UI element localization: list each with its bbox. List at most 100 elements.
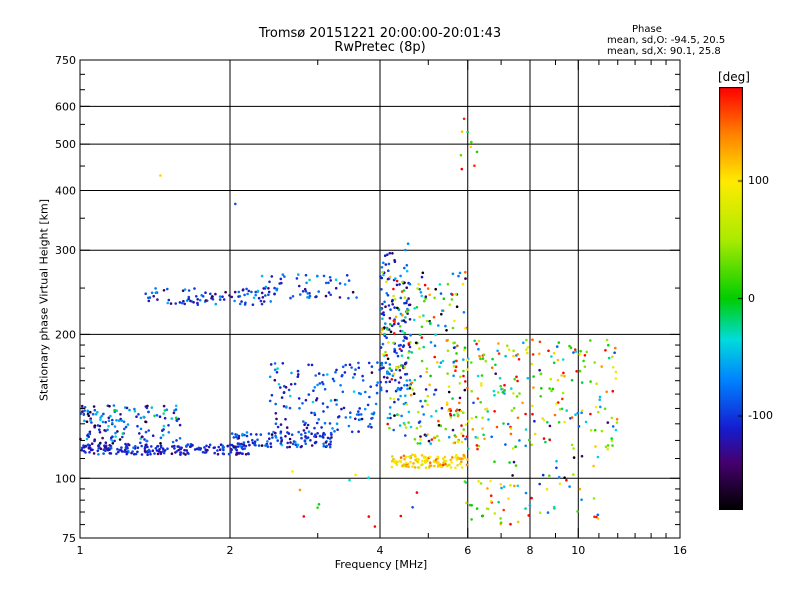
data-point	[93, 439, 96, 443]
data-point	[394, 315, 398, 319]
data-point	[280, 396, 284, 399]
data-point	[304, 431, 307, 435]
data-point	[538, 482, 541, 486]
data-point	[418, 347, 421, 350]
data-point	[115, 409, 118, 413]
data-point	[415, 491, 419, 494]
data-point	[412, 392, 416, 396]
data-point	[438, 283, 442, 286]
data-point	[436, 361, 439, 364]
data-point	[386, 376, 389, 380]
data-point	[371, 416, 374, 420]
data-point	[183, 448, 186, 452]
data-point	[460, 167, 464, 171]
data-point	[388, 363, 392, 366]
data-point	[404, 434, 407, 437]
data-point	[139, 416, 143, 420]
data-point	[393, 349, 397, 352]
data-point	[403, 331, 407, 335]
data-point	[279, 430, 283, 434]
data-point	[301, 290, 305, 293]
data-point	[456, 344, 459, 348]
data-point	[425, 367, 429, 371]
data-point	[538, 340, 542, 344]
data-point	[398, 283, 401, 286]
data-point	[125, 406, 129, 410]
data-point	[83, 445, 86, 449]
data-point	[507, 348, 511, 352]
data-point	[183, 302, 186, 306]
data-point	[500, 387, 503, 391]
data-point	[538, 352, 541, 356]
data-point	[382, 311, 385, 314]
data-point	[284, 417, 287, 421]
data-point	[462, 369, 465, 373]
data-point	[140, 444, 143, 448]
data-point	[506, 422, 510, 426]
data-point	[499, 517, 502, 520]
data-point	[367, 515, 371, 518]
data-point	[321, 435, 324, 438]
data-point	[393, 332, 396, 335]
data-point	[120, 450, 124, 453]
data-point	[391, 298, 394, 302]
data-point	[423, 299, 426, 303]
data-point	[429, 442, 433, 445]
data-point	[297, 273, 300, 276]
data-point	[254, 293, 257, 297]
data-point	[388, 322, 392, 326]
data-point	[465, 501, 468, 505]
data-point	[316, 383, 319, 387]
data-point	[613, 351, 616, 355]
data-point	[236, 445, 240, 448]
data-point	[357, 410, 360, 413]
data-point	[419, 399, 422, 403]
data-point	[504, 354, 507, 358]
data-point	[511, 447, 515, 450]
data-point	[310, 432, 313, 436]
data-point	[260, 444, 264, 447]
data-point	[493, 393, 496, 397]
data-point	[216, 452, 220, 456]
data-point	[297, 397, 301, 400]
data-point	[375, 384, 379, 387]
data-point	[108, 452, 112, 455]
data-point	[496, 391, 500, 394]
data-point	[398, 459, 402, 463]
data-point	[111, 441, 115, 445]
data-point	[580, 409, 584, 412]
data-point	[238, 302, 242, 306]
data-point	[477, 339, 481, 343]
data-point	[482, 353, 486, 357]
data-point	[499, 521, 503, 524]
data-point	[162, 428, 165, 431]
data-point	[512, 354, 515, 358]
data-point	[403, 301, 406, 305]
data-point	[424, 434, 428, 438]
data-point	[580, 411, 583, 415]
data-point	[343, 283, 347, 286]
data-point	[388, 380, 392, 384]
data-point	[155, 449, 159, 452]
data-point	[387, 341, 390, 344]
data-point	[300, 436, 303, 440]
data-point	[89, 419, 92, 422]
data-point	[88, 430, 92, 434]
data-point	[486, 487, 489, 490]
data-point	[441, 309, 444, 312]
data-point	[570, 378, 574, 382]
data-point	[363, 407, 367, 411]
data-point	[407, 421, 410, 424]
data-point	[269, 442, 273, 445]
data-point	[163, 449, 167, 452]
data-point	[419, 442, 422, 445]
data-point	[284, 435, 287, 438]
data-point	[497, 352, 501, 355]
data-point	[316, 432, 319, 435]
data-point	[310, 363, 314, 367]
data-point	[380, 388, 383, 392]
data-point	[516, 520, 520, 524]
data-point	[524, 444, 527, 448]
data-point	[408, 384, 412, 388]
